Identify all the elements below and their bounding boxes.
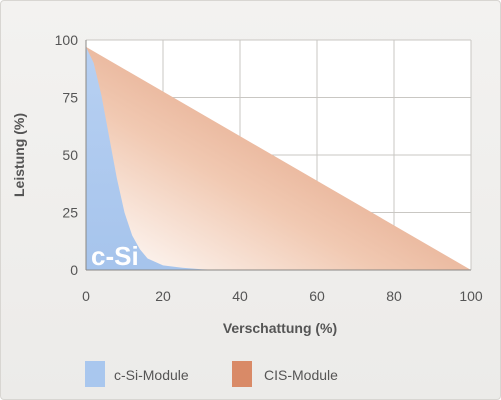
y-axis-title: Leistung (%) [11, 113, 27, 197]
x-tick-label-1: 20 [155, 288, 171, 304]
legend-label-c-si: c-Si-Module [114, 367, 189, 383]
x-tick-label-5: 100 [459, 288, 483, 304]
y-tick-label-4: 100 [55, 32, 79, 48]
tick-labels: 0 20 40 60 80 100 0 25 50 75 100 [55, 32, 483, 304]
legend-label-cis: CIS-Module [264, 367, 338, 383]
areas [86, 46, 471, 271]
x-tick-label-3: 60 [309, 288, 325, 304]
legend-swatch-c-si [85, 361, 105, 387]
legend-swatch-cis [232, 361, 252, 387]
x-axis-title: Verschattung (%) [223, 320, 337, 336]
x-tick-label-2: 40 [232, 288, 248, 304]
y-tick-label-0: 0 [70, 262, 78, 278]
y-tick-label-1: 25 [62, 205, 78, 221]
legend: c-Si-Module CIS-Module [85, 361, 338, 387]
y-tick-label-2: 50 [62, 147, 78, 163]
area-c-si [86, 46, 221, 271]
x-tick-label-4: 80 [386, 288, 402, 304]
area-label-c-si: c-Si [91, 241, 139, 271]
axes [85, 40, 471, 271]
area-cis [86, 46, 471, 271]
x-tick-label-0: 0 [82, 288, 90, 304]
area-label-cis: CIS [252, 118, 295, 148]
y-tick-label-3: 75 [62, 90, 78, 106]
